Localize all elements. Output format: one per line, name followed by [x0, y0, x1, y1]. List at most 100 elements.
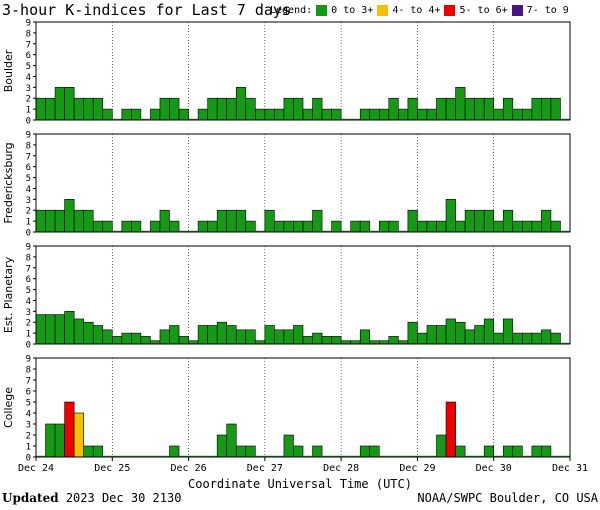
legend: Legend: 0 to 3+ 4- to 4+ 5- to 6+ 7- to … [270, 5, 569, 16]
bar-boulder [121, 108, 132, 121]
y-tick-label: 7 [26, 40, 31, 50]
bar-fredericksburg [83, 209, 94, 233]
bar-fredericksburg [54, 209, 65, 233]
bar-est-planetary [417, 332, 428, 345]
bar-college [283, 434, 294, 458]
bar-est-planetary [159, 329, 170, 345]
station-label-college: College [2, 387, 15, 428]
bar-est-planetary [264, 325, 275, 345]
bar-boulder [159, 97, 170, 121]
bar-college [436, 434, 447, 458]
station-label-fredericksburg: Fredericksburg [2, 142, 15, 223]
bar-boulder [550, 97, 561, 121]
bar-est-planetary [245, 329, 256, 345]
bar-est-planetary [121, 332, 132, 345]
station-label-boulder: Boulder [2, 49, 15, 92]
bar-fredericksburg [531, 220, 542, 233]
bar-est-planetary [388, 336, 399, 345]
y-tick-label: 4 [26, 410, 31, 420]
y-tick-label: 4 [26, 73, 31, 83]
bar-college [512, 445, 523, 458]
chart-header: 3-hour K-indices for Last 7 days Legend:… [0, 0, 600, 22]
x-tick-label: Dec 24 [18, 463, 54, 474]
bar-est-planetary [83, 321, 94, 345]
bar-college [502, 445, 514, 458]
bar-est-planetary [426, 325, 437, 345]
bar-fredericksburg [522, 220, 533, 233]
bar-boulder [445, 97, 456, 121]
x-tick-label: Dec 28 [323, 463, 359, 474]
legend-text-storm: 5- to 6+ [459, 5, 508, 16]
bar-est-planetary [197, 325, 208, 345]
y-tick-label: 4 [26, 185, 31, 195]
bar-fredericksburg [455, 220, 466, 233]
legend-swatch-quiet [316, 5, 328, 16]
x-tick-label: Dec 29 [399, 463, 435, 474]
bar-est-planetary [522, 332, 533, 345]
bar-boulder [102, 108, 113, 121]
bar-est-planetary [502, 318, 514, 345]
bar-boulder [512, 108, 523, 121]
y-tick-label: 7 [26, 152, 31, 162]
bar-boulder [388, 97, 399, 121]
bar-boulder [502, 97, 514, 121]
y-tick-label: 1 [26, 330, 31, 340]
bar-boulder [54, 87, 65, 121]
bar-boulder [398, 108, 409, 121]
updated-stamp: Updated 2023 Dec 30 2130 [2, 491, 181, 505]
bar-college [54, 423, 65, 458]
bar-fredericksburg [45, 209, 56, 233]
y-tick-label: 6 [26, 388, 31, 398]
updated-label: Updated [2, 491, 59, 505]
y-tick-label: 6 [26, 163, 31, 173]
bar-fredericksburg [359, 220, 371, 233]
y-tick-label: 5 [26, 399, 31, 409]
bar-fredericksburg [226, 209, 237, 233]
bar-college [312, 445, 323, 458]
bar-college [83, 445, 94, 458]
x-tick-label: Dec 31 [552, 463, 588, 474]
y-tick-label: 2 [26, 207, 31, 217]
bar-fredericksburg [445, 199, 456, 233]
legend-swatch-severe [511, 5, 523, 16]
bar-college [483, 445, 495, 458]
bar-est-planetary [216, 321, 228, 345]
bar-est-planetary [64, 311, 75, 345]
bar-est-planetary [512, 332, 523, 345]
legend-text-quiet: 0 to 3+ [331, 5, 374, 16]
bar-boulder [264, 108, 275, 121]
bar-boulder [493, 108, 504, 121]
bar-est-planetary [274, 329, 285, 345]
bar-fredericksburg [92, 220, 104, 233]
y-tick-label: 3 [26, 196, 31, 206]
y-tick-label: 6 [26, 275, 31, 285]
bar-college [45, 423, 56, 458]
bar-fredericksburg [121, 220, 132, 233]
bar-boulder [255, 108, 266, 121]
bar-est-planetary [550, 332, 561, 345]
bar-fredericksburg [407, 209, 418, 233]
bar-fredericksburg [331, 220, 342, 233]
bar-boulder [359, 108, 371, 121]
bar-fredericksburg [502, 209, 514, 233]
x-tick-label: Dec 27 [247, 463, 283, 474]
panel-frame-college [35, 357, 571, 458]
bar-est-planetary [445, 318, 456, 345]
bar-est-planetary [54, 314, 65, 345]
y-tick-label: 9 [26, 19, 31, 29]
bar-est-planetary [140, 336, 151, 345]
bar-est-planetary [321, 336, 332, 345]
bar-boulder [216, 97, 228, 121]
bar-est-planetary [35, 314, 46, 345]
bar-est-planetary [102, 329, 113, 345]
bar-college [64, 401, 75, 458]
x-tick-label: Dec 30 [476, 463, 512, 474]
bar-est-planetary [359, 329, 371, 345]
y-tick-label: 5 [26, 286, 31, 296]
bar-fredericksburg [436, 220, 447, 233]
bar-est-planetary [226, 325, 237, 345]
y-tick-label: 9 [26, 243, 31, 253]
bar-fredericksburg [350, 220, 361, 233]
bar-est-planetary [235, 329, 247, 345]
bar-est-planetary [455, 321, 466, 345]
